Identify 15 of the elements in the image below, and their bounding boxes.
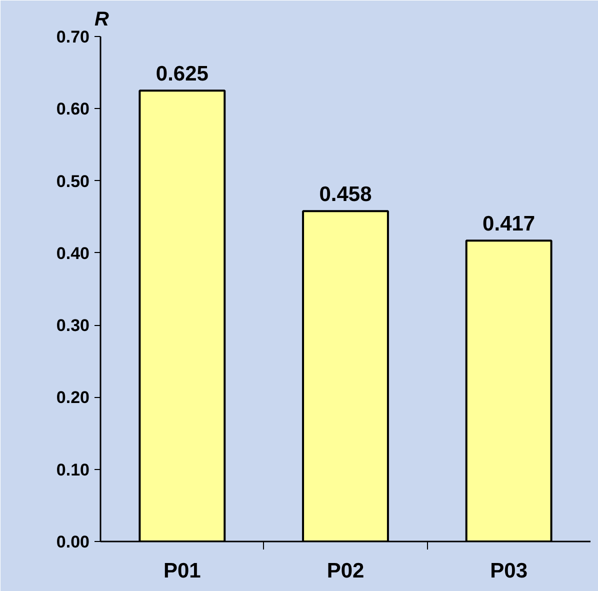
y-tick-label: 0.70	[56, 28, 90, 46]
data-label: 0.417	[482, 212, 536, 236]
x-tick-label: P03	[490, 560, 528, 582]
y-tick-label: 0.20	[56, 388, 90, 408]
y-tick-label: 0.60	[56, 100, 90, 119]
y-tick-label: 0.40	[56, 244, 90, 263]
y-tick-label: 0.10	[56, 460, 90, 480]
y-axis-title: R	[94, 8, 110, 30]
y-tick-label: 0.50	[56, 172, 90, 191]
data-label: 0.458	[319, 183, 372, 206]
y-tick-label: 0.30	[56, 316, 90, 336]
x-tick-label: P01	[163, 560, 202, 582]
x-tick-label: P02	[326, 560, 364, 582]
data-label: 0.625	[156, 62, 209, 86]
y-tick-label: 0.00	[56, 532, 90, 552]
